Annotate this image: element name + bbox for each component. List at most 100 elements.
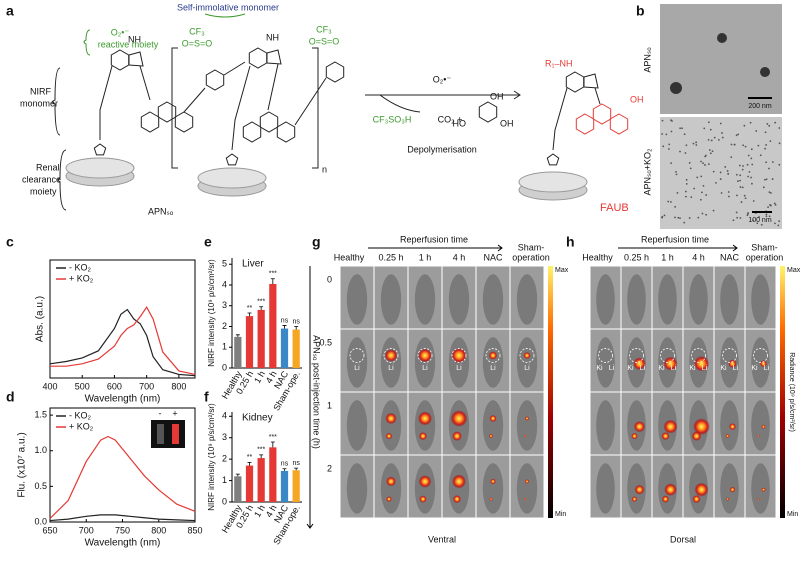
particle bbox=[766, 123, 769, 125]
panel-label: d bbox=[6, 389, 15, 405]
color-bar bbox=[548, 266, 553, 518]
significance: ** bbox=[247, 305, 253, 312]
significance: *** bbox=[257, 299, 265, 306]
legend-label: - KO₂ bbox=[69, 262, 92, 272]
particle bbox=[737, 180, 739, 183]
particle bbox=[724, 166, 727, 168]
particle bbox=[688, 162, 691, 164]
particle bbox=[715, 181, 717, 184]
column-label: Healthy bbox=[582, 252, 613, 262]
y-tick-label: 4 bbox=[222, 411, 227, 421]
error-bar bbox=[259, 306, 264, 310]
row-label: 0 bbox=[327, 274, 332, 284]
column-label: 4 h bbox=[453, 252, 466, 262]
particle bbox=[741, 168, 744, 171]
tem-image bbox=[660, 4, 782, 114]
signal bbox=[418, 475, 432, 488]
particle bbox=[752, 200, 755, 202]
signal bbox=[452, 431, 462, 441]
particle bbox=[697, 216, 700, 219]
signal bbox=[418, 348, 432, 363]
mouse bbox=[596, 274, 615, 325]
particle bbox=[675, 173, 678, 176]
particle bbox=[746, 214, 749, 217]
atom: OH bbox=[490, 91, 504, 101]
inset-vial bbox=[157, 424, 164, 444]
signal bbox=[661, 495, 670, 503]
signal bbox=[523, 434, 527, 438]
atom: OH bbox=[500, 118, 514, 128]
error-bar bbox=[270, 441, 275, 448]
roi bbox=[722, 348, 737, 363]
column-label: 4 h bbox=[692, 252, 705, 262]
atom: O=S=O bbox=[309, 36, 340, 46]
particle bbox=[685, 195, 687, 198]
plot-frame bbox=[49, 259, 196, 379]
particle bbox=[669, 201, 672, 203]
particle bbox=[676, 192, 679, 194]
signal bbox=[385, 432, 393, 440]
organ-label: Li bbox=[640, 365, 646, 372]
mouse bbox=[380, 463, 402, 514]
significance: ns bbox=[292, 460, 300, 467]
error-bar bbox=[247, 312, 252, 317]
signal bbox=[757, 434, 760, 438]
color-bar-label: Max bbox=[787, 267, 801, 274]
particle bbox=[750, 148, 753, 151]
bar bbox=[257, 458, 265, 502]
significance: *** bbox=[257, 447, 265, 454]
particle bbox=[735, 211, 738, 214]
particle bbox=[756, 222, 759, 225]
bar bbox=[280, 328, 289, 368]
particle bbox=[765, 161, 768, 164]
error-bar bbox=[282, 468, 287, 471]
particle bbox=[765, 215, 768, 218]
signal bbox=[633, 357, 646, 370]
atom: HO bbox=[453, 118, 467, 128]
color-bar bbox=[780, 266, 785, 518]
significance: ns bbox=[281, 317, 289, 324]
label: NIRF bbox=[30, 86, 51, 96]
particle bbox=[764, 178, 766, 181]
atom: OH bbox=[630, 94, 644, 104]
particle bbox=[695, 144, 698, 146]
label: n bbox=[322, 164, 327, 174]
signal bbox=[418, 411, 432, 426]
particle bbox=[670, 162, 673, 165]
particle bbox=[699, 198, 702, 201]
mouse bbox=[482, 274, 504, 325]
y-tick-label: 3 bbox=[222, 432, 227, 442]
particle bbox=[777, 224, 780, 227]
mouse bbox=[380, 274, 402, 325]
particle bbox=[733, 143, 736, 146]
particle bbox=[765, 178, 768, 181]
particle bbox=[701, 212, 704, 215]
y-tick-label: 2 bbox=[222, 454, 227, 464]
axes bbox=[231, 258, 302, 369]
y-axis-label: Abs. (a.u.) bbox=[35, 296, 46, 342]
organ-label: Li bbox=[524, 365, 530, 372]
particle bbox=[769, 140, 772, 143]
y-axis-label: Flu. (x10⁷ a.u.) bbox=[17, 432, 28, 497]
signal bbox=[691, 431, 702, 441]
y-tick-label: 4 bbox=[222, 279, 227, 289]
signal bbox=[386, 476, 396, 487]
particle bbox=[744, 145, 747, 148]
particle bbox=[769, 203, 771, 206]
particle bbox=[778, 163, 781, 166]
particle bbox=[762, 186, 765, 189]
particle bbox=[679, 127, 682, 130]
signal bbox=[490, 478, 496, 485]
view-label: Ventral bbox=[428, 534, 456, 544]
signal bbox=[633, 421, 646, 433]
particle bbox=[739, 174, 742, 177]
mouse bbox=[380, 400, 402, 451]
particle bbox=[719, 122, 722, 125]
organ-label: Li bbox=[354, 365, 360, 372]
label: APNₛₒ+KO₂ bbox=[642, 148, 652, 196]
particle bbox=[747, 154, 750, 157]
organ-label: Li bbox=[702, 365, 708, 372]
organ-label: Ki bbox=[720, 365, 727, 372]
organ-label: Ki bbox=[627, 365, 634, 372]
